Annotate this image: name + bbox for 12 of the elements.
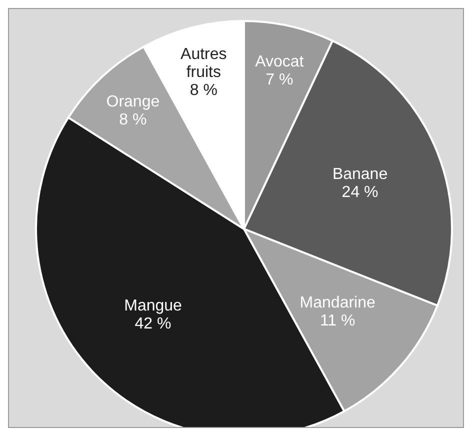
slice-label: Mangue	[124, 296, 182, 314]
data-label: 7 %	[266, 71, 294, 88]
data-label: 8 %	[190, 81, 218, 98]
slice-label: Avocat	[255, 53, 304, 70]
data-label: 42 %	[134, 314, 172, 332]
data-label: 24 %	[342, 184, 378, 201]
slice-label: Autres fruits	[180, 45, 227, 80]
data-label: 8 %	[119, 111, 147, 128]
slice-label: Banane	[332, 166, 388, 183]
data-label: 11 %	[320, 312, 356, 330]
slice-label: Orange	[106, 93, 160, 110]
slice-label: Mandarine	[300, 294, 376, 312]
